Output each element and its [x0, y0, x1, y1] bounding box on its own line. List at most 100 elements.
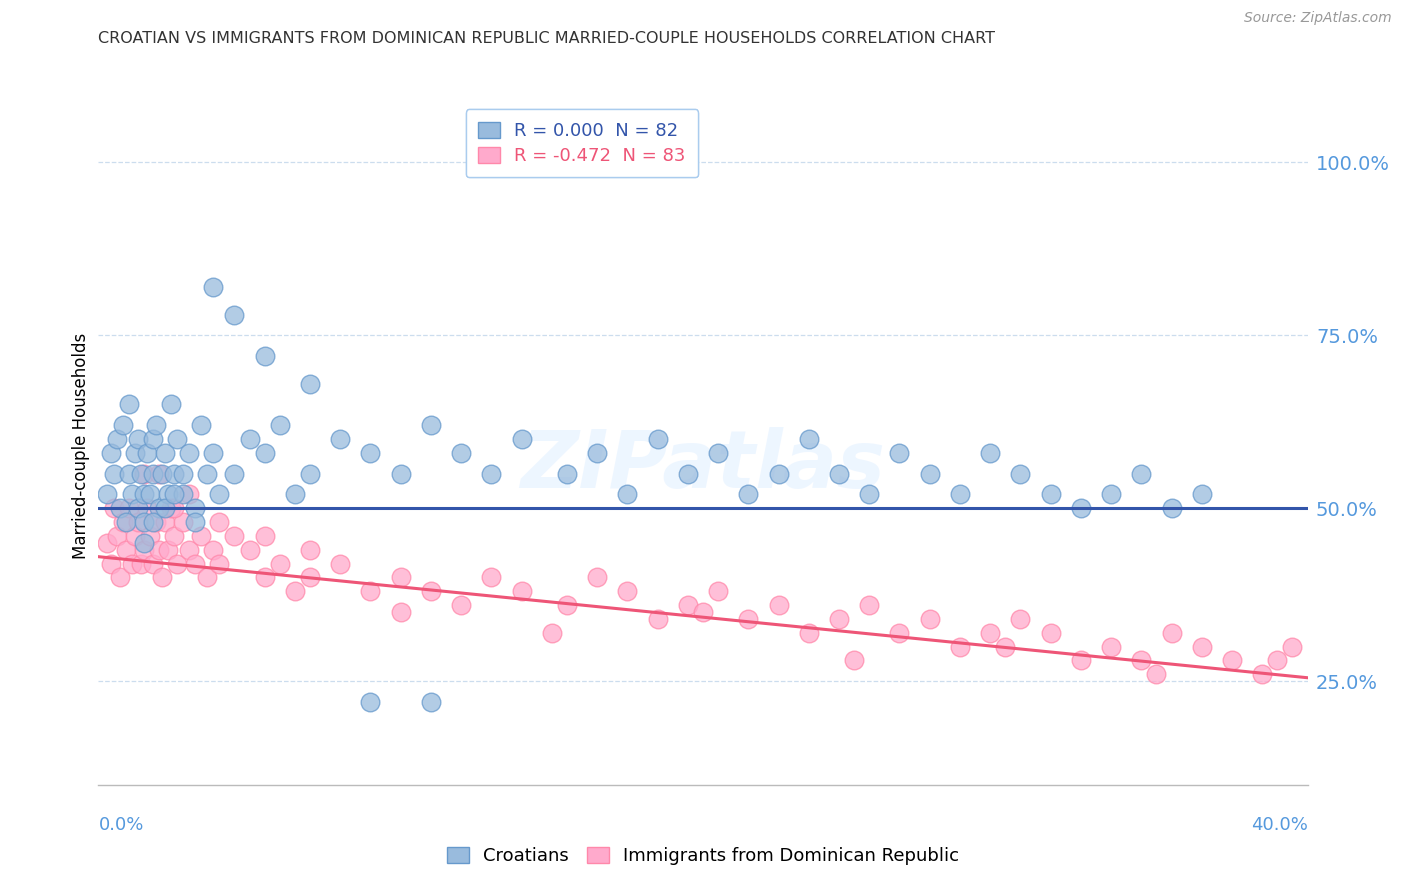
- Point: [224, 529, 246, 543]
- Point: [202, 542, 225, 557]
- Point: [177, 542, 201, 557]
- Point: [121, 487, 143, 501]
- Point: [111, 515, 134, 529]
- Point: [208, 487, 231, 501]
- Point: [139, 529, 162, 543]
- Point: [1130, 467, 1153, 481]
- Point: [1039, 625, 1062, 640]
- Point: [105, 529, 128, 543]
- Point: [1144, 667, 1167, 681]
- Point: [676, 598, 699, 612]
- Point: [127, 501, 149, 516]
- Point: [96, 536, 118, 550]
- Point: [1099, 640, 1122, 654]
- Point: [768, 467, 790, 481]
- Point: [153, 446, 176, 460]
- Point: [737, 487, 759, 501]
- Point: [389, 605, 412, 619]
- Point: [707, 446, 730, 460]
- Point: [224, 308, 246, 322]
- Point: [195, 467, 218, 481]
- Point: [1070, 501, 1092, 516]
- Point: [299, 376, 322, 391]
- Text: ZIPatlas: ZIPatlas: [520, 427, 886, 506]
- Point: [1281, 640, 1303, 654]
- Point: [160, 501, 183, 516]
- Point: [96, 487, 118, 501]
- Point: [450, 446, 472, 460]
- Text: 0.0%: 0.0%: [98, 816, 143, 834]
- Point: [586, 446, 609, 460]
- Point: [132, 536, 155, 550]
- Point: [148, 467, 170, 481]
- Point: [828, 467, 851, 481]
- Point: [129, 467, 152, 481]
- Point: [108, 570, 131, 584]
- Point: [450, 598, 472, 612]
- Point: [163, 487, 186, 501]
- Point: [166, 432, 188, 446]
- Point: [1220, 653, 1243, 667]
- Point: [108, 501, 131, 516]
- Point: [979, 446, 1001, 460]
- Point: [142, 467, 165, 481]
- Point: [118, 467, 141, 481]
- Point: [1160, 625, 1182, 640]
- Point: [142, 557, 165, 571]
- Point: [797, 625, 820, 640]
- Text: CROATIAN VS IMMIGRANTS FROM DOMINICAN REPUBLIC MARRIED-COUPLE HOUSEHOLDS CORRELA: CROATIAN VS IMMIGRANTS FROM DOMINICAN RE…: [98, 31, 995, 46]
- Point: [124, 446, 146, 460]
- Point: [208, 557, 231, 571]
- Point: [481, 570, 503, 584]
- Point: [172, 467, 194, 481]
- Point: [184, 557, 207, 571]
- Point: [166, 557, 188, 571]
- Point: [139, 487, 162, 501]
- Point: [979, 625, 1001, 640]
- Point: [616, 584, 638, 599]
- Point: [299, 542, 322, 557]
- Point: [737, 612, 759, 626]
- Point: [132, 515, 155, 529]
- Point: [184, 515, 207, 529]
- Point: [269, 557, 291, 571]
- Point: [118, 397, 141, 411]
- Point: [121, 557, 143, 571]
- Point: [177, 487, 201, 501]
- Point: [994, 640, 1017, 654]
- Point: [419, 695, 441, 709]
- Point: [172, 515, 194, 529]
- Point: [616, 487, 638, 501]
- Point: [153, 515, 176, 529]
- Legend: Croatians, Immigrants from Dominican Republic: Croatians, Immigrants from Dominican Rep…: [437, 838, 969, 874]
- Point: [1099, 487, 1122, 501]
- Point: [1039, 487, 1062, 501]
- Legend: R = 0.000  N = 82, R = -0.472  N = 83: R = 0.000 N = 82, R = -0.472 N = 83: [465, 110, 699, 178]
- Point: [148, 542, 170, 557]
- Point: [150, 467, 173, 481]
- Point: [190, 529, 212, 543]
- Point: [858, 487, 880, 501]
- Point: [163, 501, 186, 516]
- Point: [202, 446, 225, 460]
- Point: [103, 467, 125, 481]
- Point: [676, 467, 699, 481]
- Point: [889, 625, 911, 640]
- Point: [132, 487, 155, 501]
- Point: [1251, 667, 1274, 681]
- Point: [284, 584, 307, 599]
- Point: [647, 432, 669, 446]
- Point: [389, 570, 412, 584]
- Point: [360, 695, 382, 709]
- Point: [692, 605, 714, 619]
- Point: [114, 542, 136, 557]
- Point: [111, 418, 134, 433]
- Point: [142, 432, 165, 446]
- Point: [100, 557, 122, 571]
- Point: [114, 515, 136, 529]
- Point: [103, 501, 125, 516]
- Point: [1010, 467, 1032, 481]
- Point: [707, 584, 730, 599]
- Point: [949, 640, 972, 654]
- Point: [540, 625, 562, 640]
